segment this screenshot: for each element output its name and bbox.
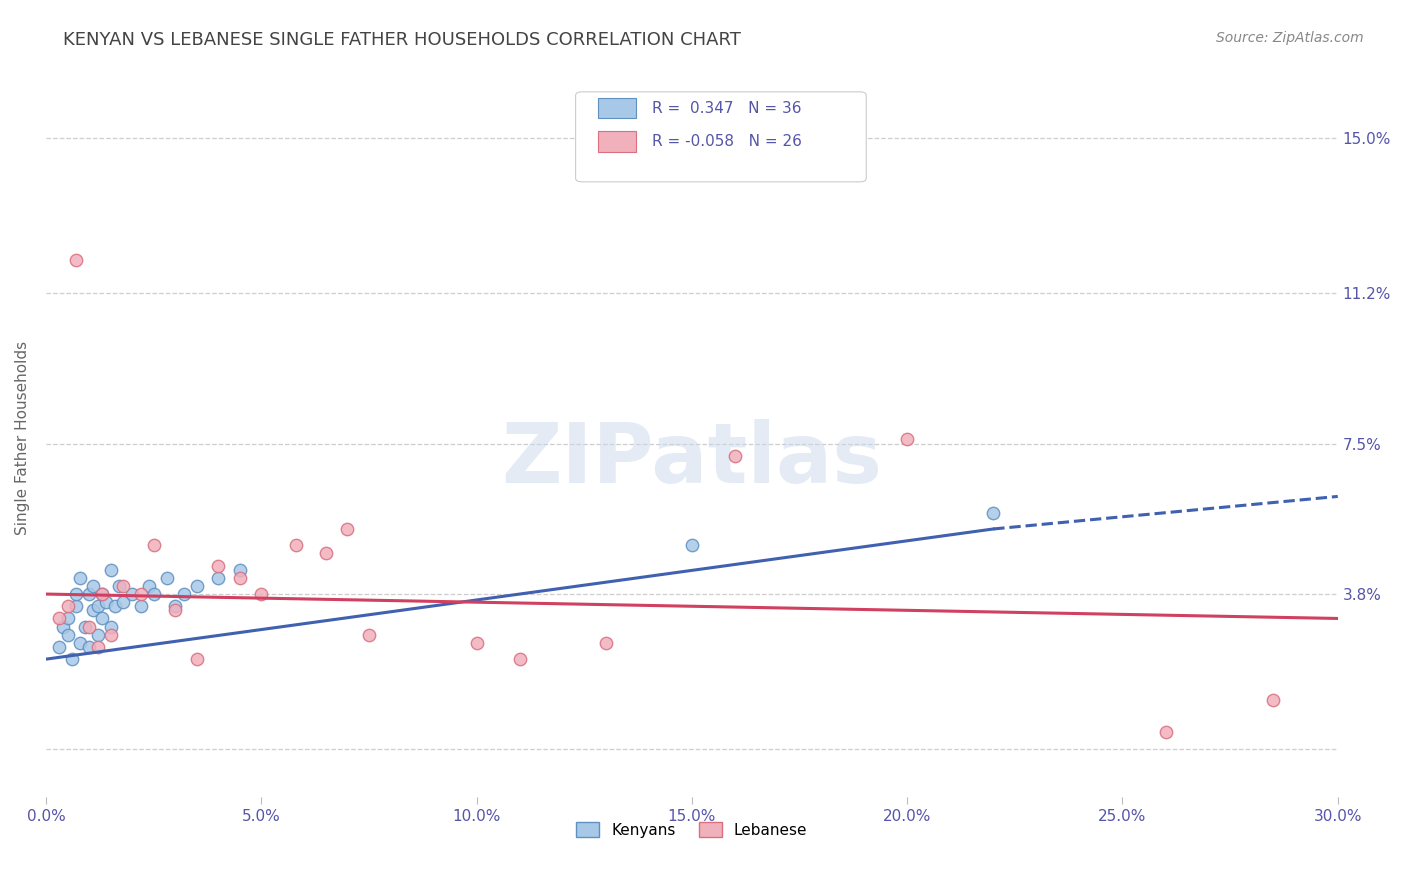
Point: [1263, 693, 1285, 707]
Point: [77, 587, 100, 601]
Point: [60, 652, 83, 666]
Text: ZIPatlas: ZIPatlas: [502, 418, 883, 500]
Point: [56, 611, 79, 625]
Point: [100, 563, 122, 577]
Text: Source: ZipAtlas.com: Source: ZipAtlas.com: [1216, 31, 1364, 45]
Point: [981, 506, 1004, 520]
Point: [77, 640, 100, 654]
Point: [207, 571, 229, 585]
Point: [896, 433, 918, 447]
FancyBboxPatch shape: [598, 131, 637, 152]
Point: [48, 640, 70, 654]
Point: [69, 571, 91, 585]
Point: [86, 640, 108, 654]
Text: KENYAN VS LEBANESE SINGLE FATHER HOUSEHOLDS CORRELATION CHART: KENYAN VS LEBANESE SINGLE FATHER HOUSEHO…: [63, 31, 741, 49]
Point: [1154, 725, 1177, 739]
Point: [465, 636, 488, 650]
Point: [82, 603, 104, 617]
Point: [129, 599, 152, 614]
Point: [100, 628, 122, 642]
Point: [357, 628, 380, 642]
Point: [121, 587, 143, 601]
Text: R = -0.058   N = 26: R = -0.058 N = 26: [652, 134, 801, 149]
Point: [86, 599, 108, 614]
Point: [595, 636, 617, 650]
Point: [65, 587, 87, 601]
Point: [52, 619, 75, 633]
Point: [250, 587, 273, 601]
Point: [229, 571, 252, 585]
Point: [82, 579, 104, 593]
Point: [112, 595, 135, 609]
Point: [509, 652, 531, 666]
Point: [112, 579, 135, 593]
Point: [65, 253, 87, 268]
Point: [73, 619, 96, 633]
Point: [77, 619, 100, 633]
Point: [138, 579, 160, 593]
Point: [165, 599, 187, 614]
Point: [155, 571, 177, 585]
Point: [315, 546, 337, 560]
Point: [91, 611, 114, 625]
Point: [96, 595, 118, 609]
Point: [69, 636, 91, 650]
Point: [186, 579, 208, 593]
Point: [48, 611, 70, 625]
Point: [56, 599, 79, 614]
Point: [86, 628, 108, 642]
Text: R =  0.347   N = 36: R = 0.347 N = 36: [652, 101, 801, 116]
Point: [229, 563, 252, 577]
Point: [142, 587, 165, 601]
Point: [207, 558, 229, 573]
FancyBboxPatch shape: [575, 92, 866, 182]
Point: [104, 599, 127, 614]
Point: [724, 449, 747, 463]
Point: [142, 538, 165, 552]
Point: [129, 587, 152, 601]
Point: [173, 587, 195, 601]
Point: [91, 587, 114, 601]
Point: [65, 599, 87, 614]
Point: [284, 538, 307, 552]
Point: [91, 587, 114, 601]
Point: [56, 628, 79, 642]
FancyBboxPatch shape: [598, 98, 637, 119]
Legend: Kenyans, Lebanese: Kenyans, Lebanese: [571, 815, 814, 844]
Point: [186, 652, 208, 666]
Point: [336, 522, 359, 536]
Point: [165, 603, 187, 617]
Point: [108, 579, 131, 593]
Point: [681, 538, 703, 552]
Y-axis label: Single Father Households: Single Father Households: [15, 341, 30, 534]
Point: [100, 619, 122, 633]
